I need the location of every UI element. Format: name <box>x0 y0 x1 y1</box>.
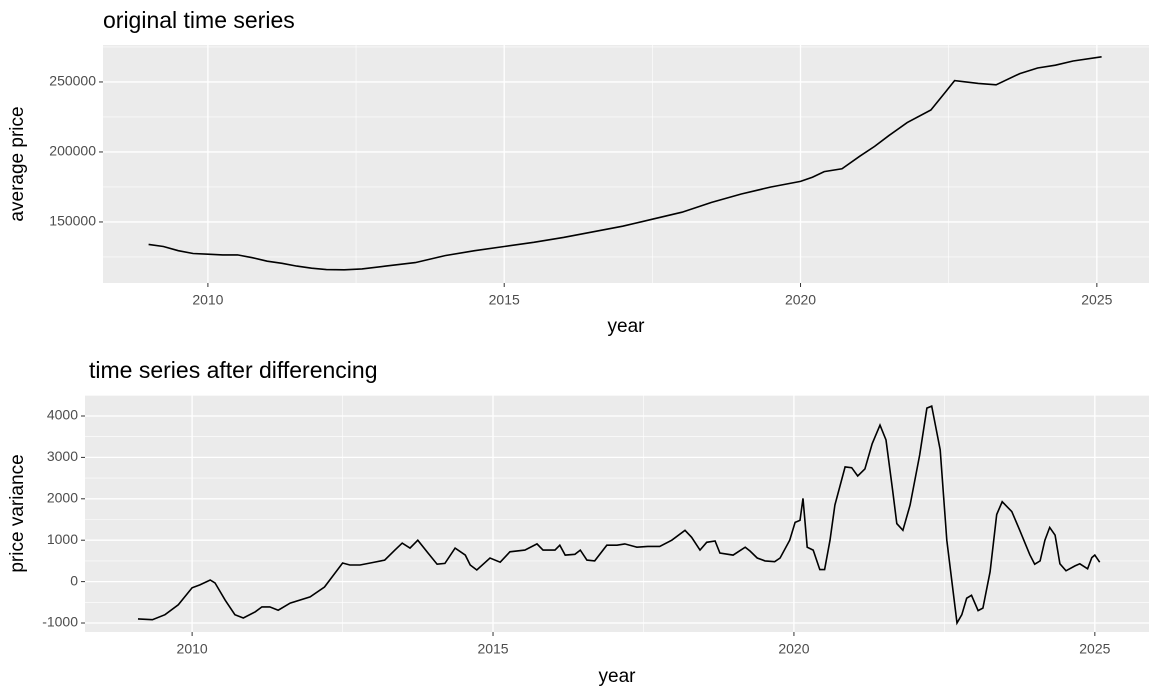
panel-background <box>85 395 1149 632</box>
x-tick-label: 2020 <box>778 641 809 657</box>
data-line <box>148 56 1102 271</box>
x-tick-label: 2025 <box>1079 641 1110 657</box>
y-tick-label: -1000 <box>42 614 78 630</box>
x-tick-label: 2020 <box>785 292 816 308</box>
y-tick-label: 2000 <box>47 490 78 506</box>
x-tick-label: 2010 <box>192 292 223 308</box>
x-tick-label: 2015 <box>477 641 508 657</box>
data-line <box>137 404 1101 626</box>
y-axis-title: price variance <box>7 454 28 572</box>
y-axis-title: average price <box>7 106 28 221</box>
x-axis-title: year <box>599 666 637 687</box>
panel-background <box>103 45 1149 283</box>
y-tick-label: 250000 <box>49 73 96 89</box>
x-tick-label: 2025 <box>1081 292 1112 308</box>
y-tick-label: 200000 <box>49 143 96 159</box>
y-tick-label: 3000 <box>47 448 78 464</box>
y-tick-label: 0 <box>70 572 78 588</box>
x-axis-title: year <box>608 316 646 337</box>
chart-title: time series after differencing <box>89 357 378 383</box>
y-tick-label: 4000 <box>47 407 78 423</box>
x-tick-label: 2015 <box>489 292 520 308</box>
chart-title: original time series <box>103 7 295 33</box>
x-tick-label: 2010 <box>177 641 208 657</box>
y-tick-label: 150000 <box>49 213 96 229</box>
y-tick-label: 1000 <box>47 531 78 547</box>
